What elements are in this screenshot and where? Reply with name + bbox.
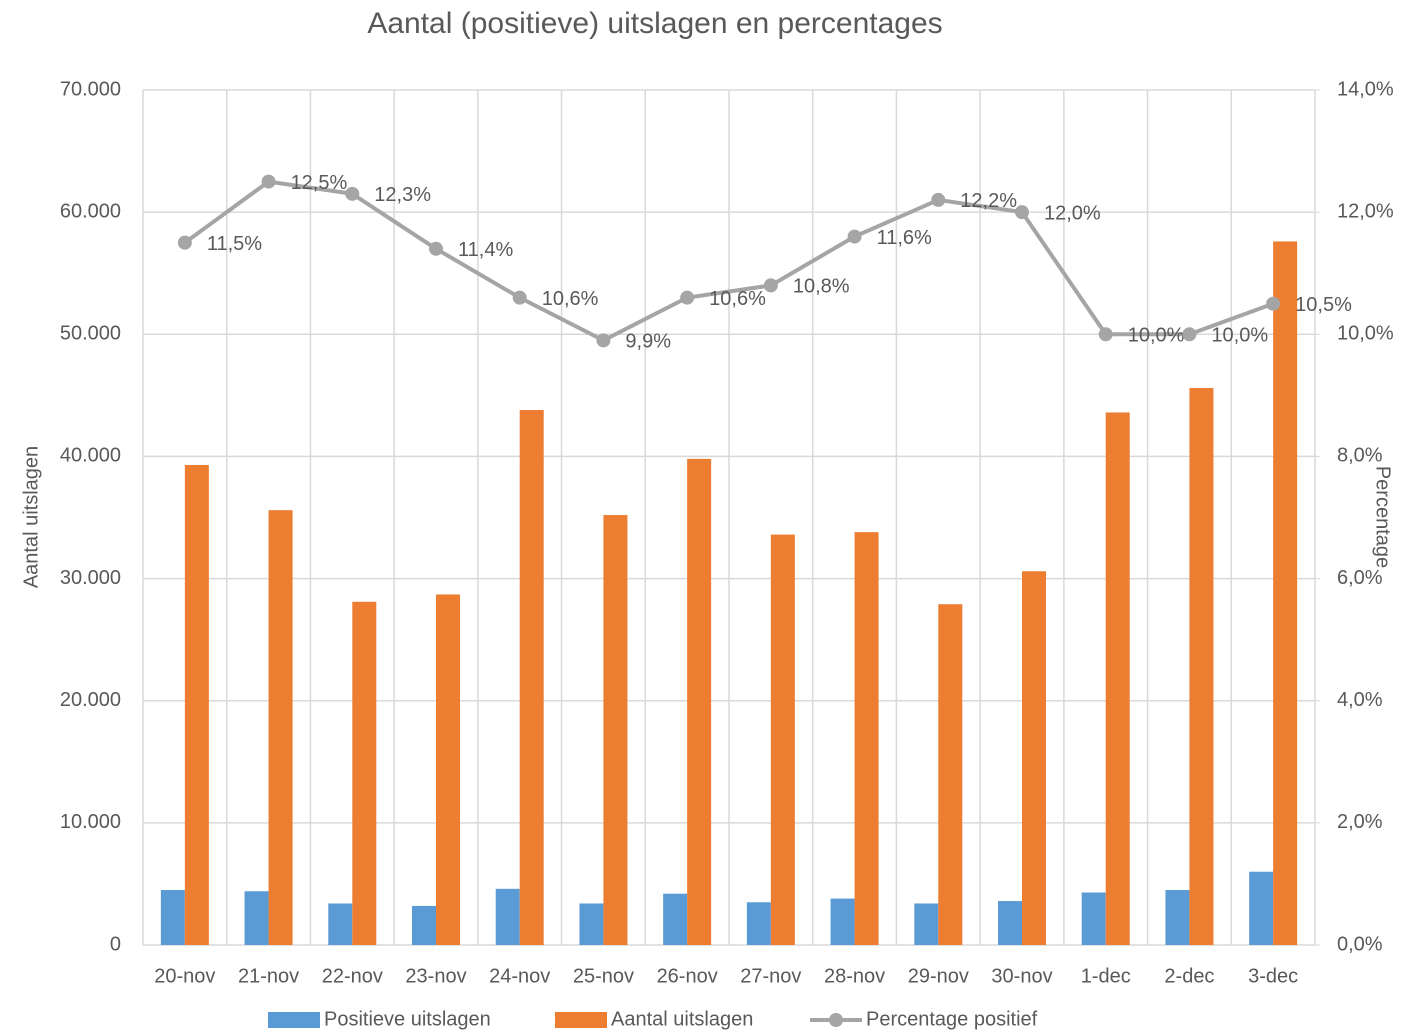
bar: [495, 888, 520, 945]
bar: [1273, 241, 1298, 945]
x-tick-label: 1-dec: [1081, 965, 1131, 987]
y2-axis-title: Percentage: [1372, 466, 1394, 568]
bar: [268, 510, 293, 945]
y-tick-label: 0: [110, 933, 121, 955]
bar: [160, 890, 185, 945]
bar: [830, 898, 855, 945]
y-tick-label: 50.000: [60, 323, 121, 345]
y-tick-label: 10.000: [60, 811, 121, 833]
bar: [1165, 890, 1190, 945]
y-tick-label: 70.000: [60, 78, 121, 100]
bar: [1105, 412, 1130, 945]
bar: [770, 534, 795, 945]
marker: [1015, 205, 1029, 220]
y-tick-label: 40.000: [60, 445, 121, 467]
y2-tick-label: 10,0%: [1337, 323, 1394, 345]
y2-tick-label: 0,0%: [1337, 933, 1383, 955]
chart-title: Aantal (positieve) uitslagen en percenta…: [367, 7, 942, 40]
bar: [579, 903, 604, 945]
bar: [746, 902, 771, 945]
y2-tick-label: 12,0%: [1337, 200, 1394, 222]
bar: [1022, 571, 1046, 945]
y-tick-label: 60.000: [60, 200, 121, 222]
y2-tick-label: 8,0%: [1337, 445, 1383, 467]
bar: [1249, 871, 1274, 945]
x-tick-label: 27-nov: [740, 965, 801, 987]
x-tick-label: 29-nov: [908, 965, 969, 987]
data-label: 12,5%: [291, 172, 348, 194]
legend-marker: [829, 1013, 843, 1027]
bar: [244, 891, 269, 945]
data-label: 12,0%: [1044, 202, 1101, 224]
marker: [680, 290, 695, 305]
x-tick-label: 23-nov: [405, 965, 466, 987]
line: [183, 179, 1274, 343]
marker: [345, 186, 360, 201]
marker: [429, 241, 443, 256]
bar: [519, 410, 544, 945]
y-tick-label: 30.000: [60, 567, 121, 589]
data-label: 12,2%: [960, 190, 1017, 212]
marker: [931, 192, 946, 207]
bar: [914, 903, 939, 945]
y-tick-label: 20.000: [60, 689, 121, 711]
marker: [261, 174, 276, 189]
marker: [1266, 296, 1281, 311]
bar: [1081, 892, 1106, 945]
data-label: 10,0%: [1128, 325, 1185, 347]
legend-swatch: [555, 1012, 607, 1028]
data-label: 11,4%: [458, 239, 513, 261]
data-label: 11,5%: [207, 233, 262, 255]
data-label: 10,5%: [1295, 294, 1352, 316]
x-tick-label: 26-nov: [657, 965, 718, 987]
legend-label: Aantal uitslagen: [611, 1008, 753, 1030]
marker: [1182, 327, 1197, 342]
x-tick-label: 2-dec: [1164, 965, 1214, 987]
bar: [938, 604, 963, 945]
data-label: 12,3%: [374, 184, 431, 206]
bar: [603, 515, 628, 945]
y-axis-title: Aantal uitslagen: [20, 446, 42, 588]
x-tick-label: 20-nov: [154, 965, 215, 987]
x-tick-label: 30-nov: [991, 965, 1052, 987]
x-tick-label: 22-nov: [322, 965, 383, 987]
marker: [763, 278, 778, 293]
marker: [512, 290, 527, 305]
legend-label: Percentage positief: [866, 1008, 1038, 1030]
marker: [847, 229, 862, 244]
data-label: 10,6%: [542, 288, 599, 310]
bar: [687, 458, 712, 945]
bar: [998, 901, 1022, 945]
x-tick-label: 21-nov: [238, 965, 299, 987]
x-tick-label: 24-nov: [489, 965, 550, 987]
y2-tick-label: 6,0%: [1337, 567, 1383, 589]
legend-swatch: [268, 1012, 320, 1028]
x-tick-label: 3-dec: [1248, 965, 1298, 987]
bar: [412, 905, 436, 945]
bar: [328, 903, 353, 945]
marker: [177, 235, 192, 250]
data-label: 11,6%: [877, 227, 932, 249]
data-label: 9,9%: [625, 331, 671, 353]
bar: [352, 601, 377, 945]
bar: [1189, 388, 1214, 945]
data-label: 10,8%: [793, 276, 850, 298]
bar: [854, 532, 879, 945]
x-tick-label: 25-nov: [573, 965, 634, 987]
y2-tick-label: 2,0%: [1337, 811, 1383, 833]
y2-tick-label: 14,0%: [1337, 78, 1394, 100]
bar: [663, 893, 688, 945]
data-label: 10,0%: [1211, 325, 1268, 347]
data-label: 10,6%: [709, 288, 766, 310]
y2-tick-label: 4,0%: [1337, 689, 1383, 711]
x-tick-label: 28-nov: [824, 965, 885, 987]
marker: [1098, 327, 1113, 342]
legend-label: Positieve uitslagen: [324, 1008, 491, 1030]
marker: [596, 333, 611, 348]
bar: [436, 594, 460, 945]
bar: [184, 464, 209, 945]
